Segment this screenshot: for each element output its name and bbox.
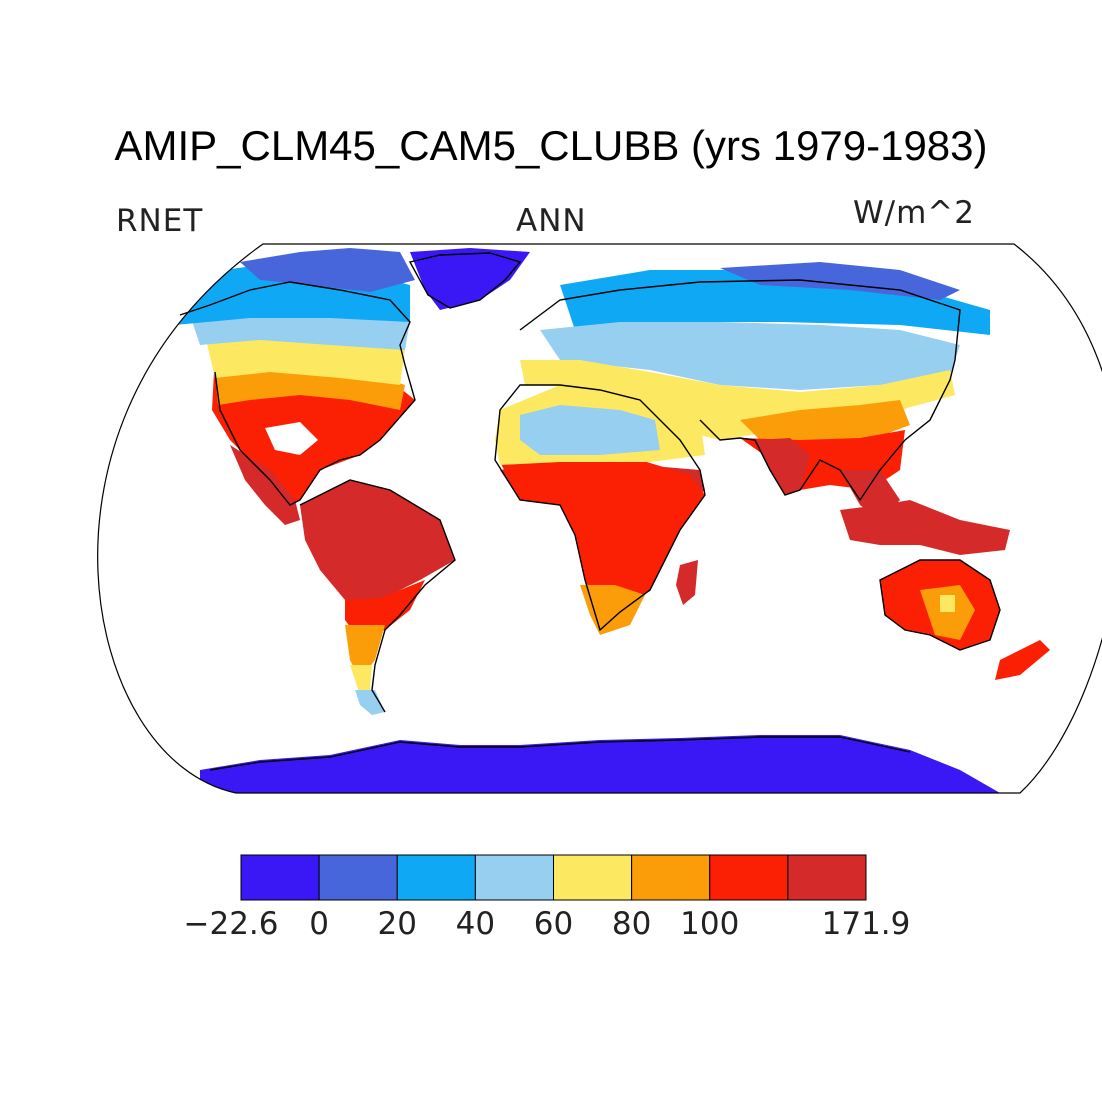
colorbar-tick-label: 80 (611, 906, 652, 942)
colorbar-swatch (787, 854, 867, 901)
land-fields (150, 248, 1050, 793)
colorbar-swatch (631, 854, 711, 901)
colorbar-swatch (474, 854, 554, 901)
south-america-hot-zone (300, 480, 455, 600)
antarctica-zone (200, 735, 1000, 793)
units-label: W/m^2 (853, 195, 975, 231)
variable-label: RNET (116, 203, 204, 239)
colorbar-swatch (553, 854, 633, 901)
eurasia-coastline (519, 279, 961, 502)
colorbar-swatch (318, 854, 398, 901)
australia-orange-zone (920, 585, 975, 640)
south-asia-orange-zone (740, 400, 910, 440)
plot-title: AMIP_CLM45_CAM5_CLUBB (yrs 1979-1983) (114, 122, 988, 169)
patagonia-lightblue-zone (355, 690, 385, 715)
africa-southern-orange-zone (580, 585, 645, 635)
colorbar-tick-label: 20 (377, 906, 417, 942)
colorbar-swatch (240, 854, 320, 901)
australia-coastline (879, 559, 1001, 651)
south-america-coastline (299, 479, 456, 713)
indonesia-zone (840, 500, 1010, 555)
colorbar-tick-label: 171.9 (821, 906, 911, 942)
sahara-lightblue-zone (520, 405, 660, 455)
season-label: ANN (516, 203, 587, 239)
madagascar-zone (676, 560, 698, 605)
australia-yellow-spot (940, 595, 955, 612)
eurasia-lightblue-zone (540, 322, 960, 390)
eurasia-yellow-zone (520, 360, 955, 440)
gulf-of-mexico-gap (265, 422, 318, 455)
arctic-islands-zone (240, 248, 415, 292)
colorbar-tick-label: 0 (309, 906, 329, 942)
greenland-zone (410, 248, 530, 310)
colorbar-swatch (396, 854, 476, 901)
india-hot-zone (755, 438, 810, 495)
africa-coastline (494, 384, 706, 632)
antarctica-coastline (209, 736, 911, 771)
colorbar-swatch (709, 854, 789, 901)
coastlines (179, 252, 1001, 771)
north-america-hot-zone (230, 445, 300, 525)
map-border (97, 243, 1102, 794)
new-zealand-zone (995, 640, 1050, 680)
north-america-coastline (179, 281, 416, 506)
africa-warm-zone (500, 458, 705, 610)
colorbar-tick-label: 60 (533, 906, 574, 942)
south-america-yellow-zone (350, 665, 372, 695)
colorbar-tick-label: 100 (680, 906, 740, 942)
greenland-coastline (408, 252, 522, 309)
colorbar-tick-label: 40 (455, 906, 496, 942)
colorbar-tick-label: −22.6 (183, 906, 279, 942)
